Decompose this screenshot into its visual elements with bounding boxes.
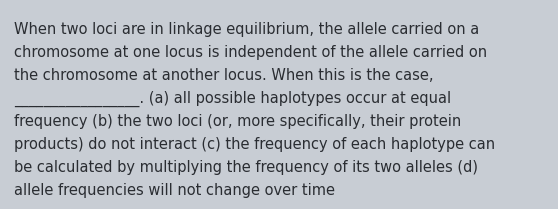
Text: products) do not interact (c) the frequency of each haplotype can: products) do not interact (c) the freque… — [14, 137, 495, 152]
Text: be calculated by multiplying the frequency of its two alleles (d): be calculated by multiplying the frequen… — [14, 160, 478, 175]
Text: allele frequencies will not change over time: allele frequencies will not change over … — [14, 183, 335, 198]
Text: chromosome at one locus is independent of the allele carried on: chromosome at one locus is independent o… — [14, 45, 487, 60]
Text: frequency (b) the two loci (or, more specifically, their protein: frequency (b) the two loci (or, more spe… — [14, 114, 461, 129]
Text: When two loci are in linkage equilibrium, the allele carried on a: When two loci are in linkage equilibrium… — [14, 22, 479, 37]
Text: _________________. (a) all possible haplotypes occur at equal: _________________. (a) all possible hapl… — [14, 91, 451, 107]
Text: the chromosome at another locus. When this is the case,: the chromosome at another locus. When th… — [14, 68, 434, 83]
